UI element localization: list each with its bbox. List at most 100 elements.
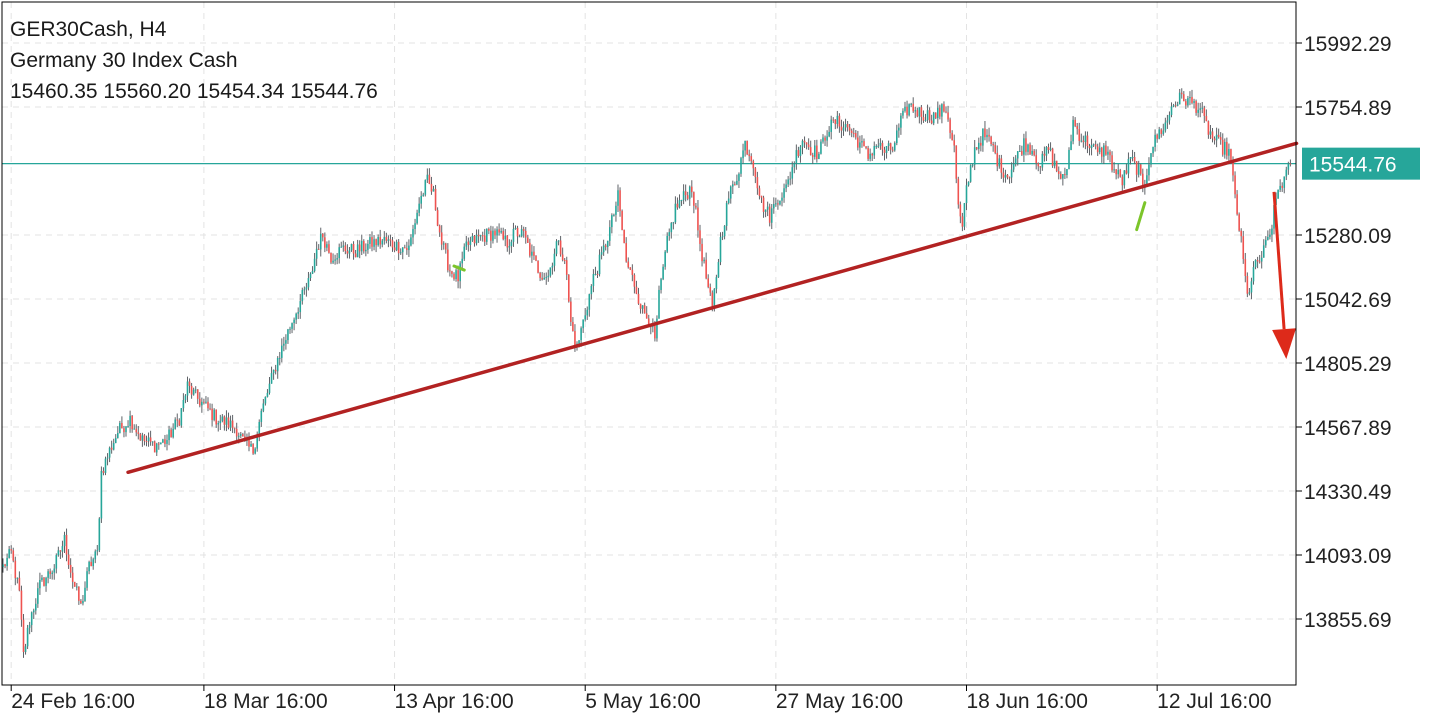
candle-bull — [108, 447, 111, 458]
candle-bull — [924, 119, 927, 121]
candle-bear — [1096, 146, 1099, 153]
candle-bull — [641, 305, 644, 309]
candle-bull — [818, 153, 820, 160]
candle-bull — [332, 260, 334, 263]
candle-bull — [926, 110, 929, 120]
candle-bull — [225, 417, 228, 425]
candle-bear — [906, 106, 908, 116]
candle-bear — [1078, 129, 1081, 141]
candle-bear — [1195, 101, 1197, 113]
candle-bull — [278, 357, 281, 359]
candle-bear — [645, 313, 648, 319]
candle-bull — [92, 559, 94, 567]
candle-bear — [488, 228, 490, 231]
candle-bull — [1287, 163, 1290, 170]
candle-bull — [1201, 107, 1204, 109]
drawings[interactable] — [126, 141, 1299, 475]
candle-bull — [141, 435, 144, 441]
candle-bull — [1277, 189, 1279, 199]
candle-bull — [28, 625, 31, 628]
candle-bull — [896, 130, 898, 144]
candle-bear — [539, 272, 541, 278]
candle-bear — [994, 145, 996, 153]
candle-bear — [1039, 166, 1042, 168]
y-tick-label: 14567.89 — [1304, 417, 1392, 440]
ohlc-readout: 15460.35 15560.20 15454.34 15544.76 — [10, 80, 378, 103]
candle-bull — [86, 571, 88, 588]
candle-bull — [904, 106, 906, 111]
candle-bear — [506, 235, 509, 248]
candle-bear — [961, 216, 964, 227]
candle-bull — [55, 555, 58, 569]
candle-bull — [1228, 149, 1230, 156]
candle-bull — [270, 373, 273, 384]
candlestick-series — [2, 88, 1292, 658]
candle-bull — [1129, 157, 1132, 159]
candle-bull — [184, 395, 187, 400]
candle-bull — [1154, 134, 1156, 147]
candle-bear — [865, 146, 867, 148]
candle-bull — [420, 195, 422, 204]
candle-bull — [727, 198, 730, 203]
candle-bull — [285, 340, 287, 344]
candle-bull — [240, 434, 242, 436]
candle-bull — [342, 245, 345, 247]
axis-labels: 15992.29 15754.89 15280.09 15042.69 14805.29… — [11, 33, 1420, 713]
candle-bull — [668, 232, 671, 236]
candle-bear — [992, 144, 994, 146]
candle-bull — [1254, 259, 1257, 268]
candle-bull — [174, 419, 176, 429]
candle-bull — [1084, 135, 1087, 143]
candle-bear — [457, 270, 459, 282]
candle-bear — [1002, 172, 1005, 178]
candle-bear — [10, 549, 12, 551]
candle-bull — [1178, 92, 1181, 105]
candle-bear — [43, 577, 45, 586]
candle-bull — [1209, 131, 1212, 135]
candle-bear — [121, 422, 123, 429]
candle-bull — [303, 289, 306, 291]
candle-bull — [877, 145, 880, 147]
candle-bull — [893, 143, 896, 151]
candle-bull — [412, 229, 414, 238]
candle-bull — [221, 416, 224, 421]
candle-bull — [1158, 129, 1160, 139]
candle-bear — [90, 561, 92, 567]
candle-bear — [797, 150, 800, 156]
candle-bull — [785, 184, 787, 189]
candle-bear — [1258, 261, 1261, 263]
candle-bull — [348, 250, 351, 254]
candle-bull — [531, 251, 533, 256]
candle-bear — [809, 147, 812, 156]
candle-bear — [1160, 129, 1163, 134]
candle-bull — [1117, 169, 1119, 175]
candle-bear — [951, 132, 953, 141]
candle-bear — [855, 133, 857, 138]
candle-bear — [393, 247, 396, 251]
candle-bull — [1068, 149, 1070, 170]
candle-bull — [41, 577, 43, 580]
candle-bear — [1121, 176, 1124, 186]
candle-bull — [1016, 151, 1019, 159]
candle-bear — [12, 550, 15, 561]
candle-bull — [24, 646, 27, 653]
candle-bull — [910, 103, 912, 105]
x-tick-label: 18 Mar 16:00 — [204, 690, 328, 713]
candle-bear — [824, 137, 826, 141]
candle-bear — [190, 385, 193, 395]
candle-bull — [418, 203, 420, 213]
candle-bear — [1125, 170, 1128, 174]
candle-bull — [500, 231, 502, 233]
candle-bull — [793, 163, 796, 168]
symbol-timeframe-label: GER30Cash, H4 — [10, 18, 167, 41]
candle-bear — [957, 178, 960, 205]
candle-bear — [777, 203, 779, 205]
candle-bull — [549, 267, 552, 276]
candle-bear — [889, 143, 892, 150]
candle-bull — [1164, 122, 1167, 131]
candle-bull — [47, 571, 49, 578]
candle-bear — [69, 564, 72, 573]
candle-bull — [283, 343, 285, 346]
candle-bull — [814, 145, 816, 157]
